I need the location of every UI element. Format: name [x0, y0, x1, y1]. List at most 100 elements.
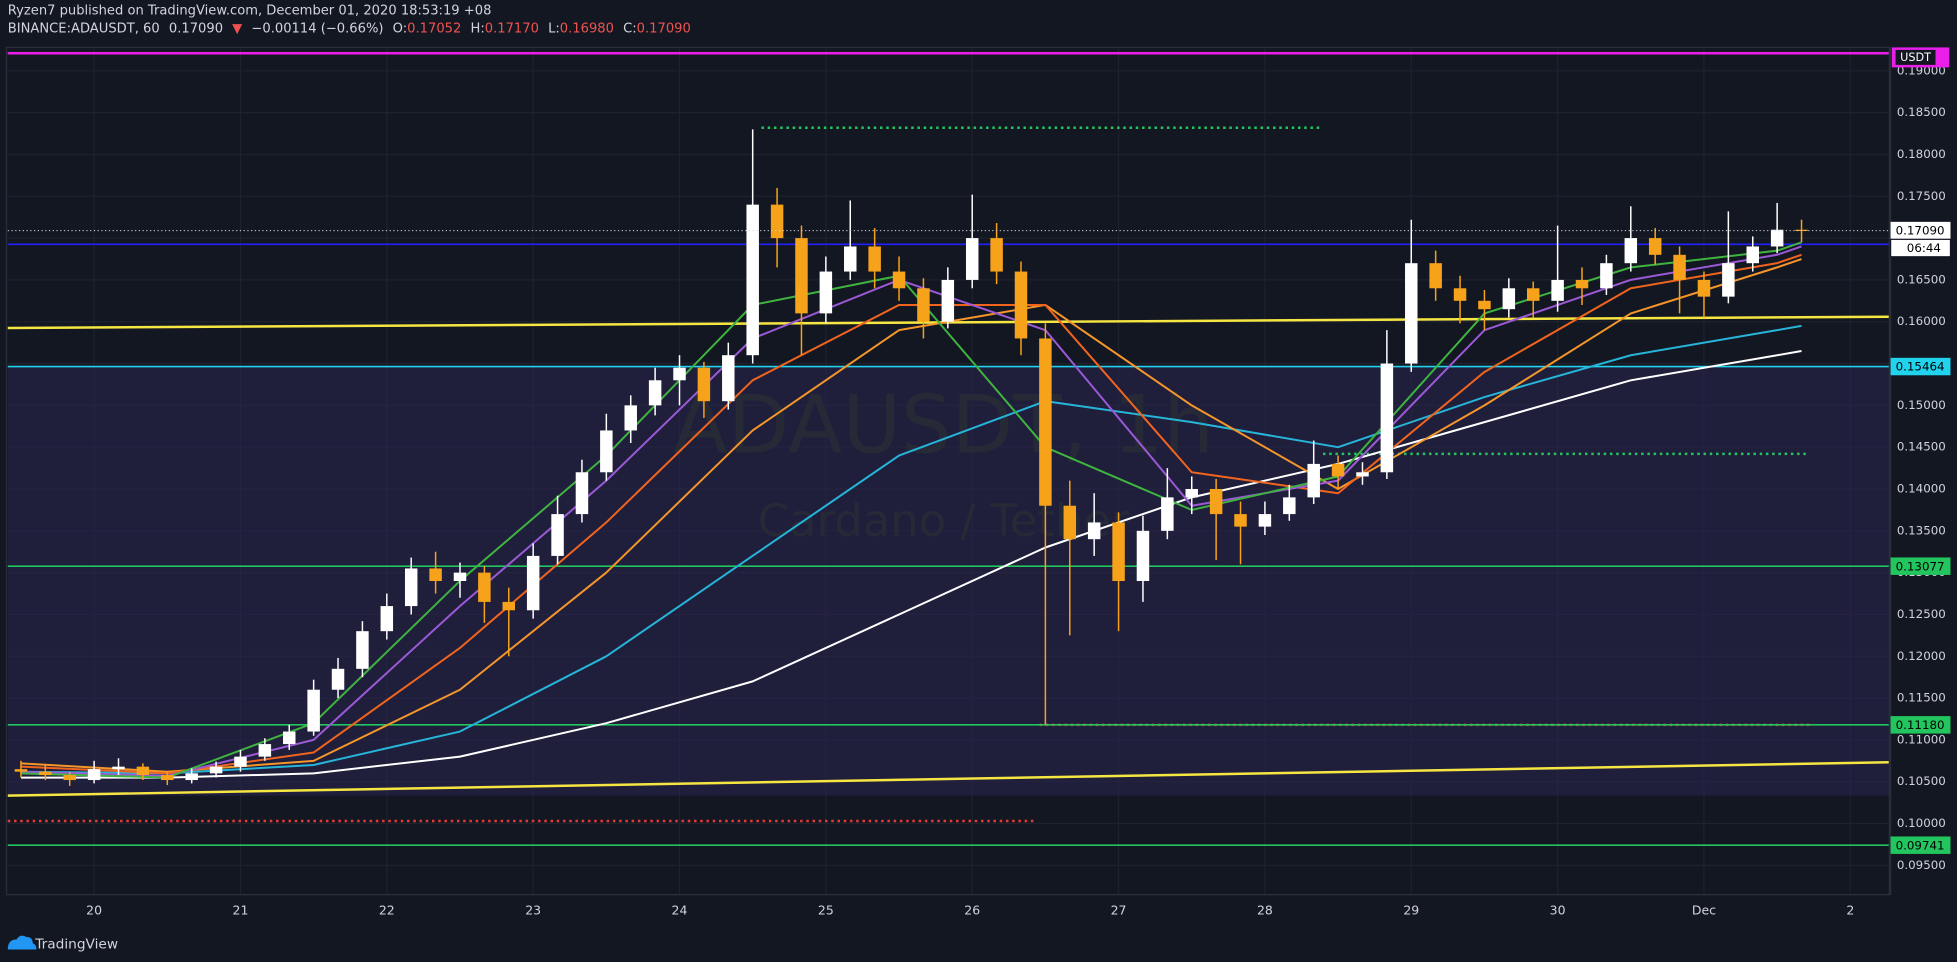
candle-body — [1283, 497, 1296, 515]
logo-icon — [7, 935, 37, 950]
trend-line — [7, 760, 1890, 797]
y-tick-label: 0.18000 — [1897, 147, 1946, 161]
ohlc-key: H: — [471, 21, 485, 36]
level-label-box — [1890, 357, 1951, 376]
symbol: BINANCE:ADAUSDT, 60 — [8, 21, 160, 36]
x-tick-label: Dec — [1692, 902, 1716, 917]
candle-body — [1600, 263, 1613, 289]
x-tick-label: 28 — [1257, 902, 1273, 917]
candle-body — [331, 668, 345, 690]
candle-body — [1136, 530, 1150, 581]
candle-body — [234, 756, 247, 767]
y-tick-label: 0.09500 — [1897, 858, 1946, 872]
moving-average — [20, 324, 1802, 775]
candle-body — [478, 572, 491, 602]
y-tick-label: 0.14000 — [1897, 481, 1946, 495]
y-tick-label: 0.12000 — [1897, 649, 1946, 663]
y-tick-label: 0.18500 — [1897, 105, 1946, 119]
candle-body — [1161, 497, 1174, 531]
y-tick-label: 0.17500 — [1897, 189, 1946, 203]
candle-body — [258, 744, 272, 757]
brand: TradingView — [34, 937, 118, 953]
candle-body — [868, 246, 881, 272]
y-tick-label: 0.11000 — [1897, 732, 1946, 746]
candle-body — [1502, 288, 1516, 310]
candle-body — [1453, 288, 1467, 301]
symbol-header: BINANCE:ADAUSDT, 60 0.17090 ▼ −0.00114 (… — [8, 21, 691, 36]
x-tick-label: 29 — [1403, 902, 1419, 917]
candle-body — [1648, 238, 1662, 255]
candle-body — [1746, 246, 1759, 264]
candle-body — [63, 775, 76, 781]
candle-body — [795, 238, 808, 314]
candle-body — [1380, 363, 1394, 473]
candle-body — [1356, 472, 1369, 477]
candle-body — [1722, 263, 1735, 297]
candle-body — [941, 279, 955, 322]
candle-body — [1526, 288, 1540, 301]
candle-body — [624, 405, 637, 431]
candle-body — [112, 766, 125, 770]
level-label: 0.15464 — [1896, 360, 1945, 374]
x-tick-label: 23 — [525, 902, 541, 917]
candle-body — [1307, 463, 1320, 498]
candle-body — [1039, 338, 1052, 506]
level-label-box — [1890, 716, 1951, 734]
current-price-label: 0.17090 — [1896, 224, 1945, 238]
moving-average — [20, 258, 1802, 773]
candle-body — [526, 555, 540, 611]
candle-body — [844, 246, 857, 272]
candle-body — [1185, 488, 1198, 498]
plot-border — [5, 46, 1892, 896]
direction: ▼ — [232, 21, 243, 36]
candle-body — [404, 568, 418, 607]
x-tick-label: 30 — [1550, 902, 1566, 917]
candle-body — [283, 731, 296, 745]
x-tick-label: 27 — [1111, 902, 1127, 917]
candle-body — [551, 514, 564, 556]
ohlc-key: L: — [548, 21, 560, 36]
ohlc-key: O: — [393, 21, 407, 36]
candle-body — [673, 367, 686, 381]
last-price: 0.17090 — [169, 21, 223, 36]
ohlc-value: 0.16980 — [560, 21, 614, 36]
candle-body — [965, 238, 979, 280]
ohlc-value: 0.17170 — [485, 21, 539, 36]
candle-body — [1624, 238, 1638, 264]
y-tick-label: 0.16500 — [1897, 272, 1946, 286]
y-tick-label: 0.14500 — [1897, 440, 1946, 454]
candle-body — [39, 771, 52, 776]
watermark: ADAUSDT, 1h — [673, 378, 1214, 471]
candle-body — [1112, 522, 1125, 581]
candle-body — [1770, 229, 1784, 247]
y-tick-label: 0.16000 — [1897, 314, 1946, 328]
candle-body — [990, 238, 1003, 272]
x-tick-label: 20 — [86, 902, 102, 917]
candle-body — [1697, 279, 1711, 297]
level-label-box — [1890, 557, 1951, 575]
candle-body — [429, 568, 442, 581]
plot-layer — [7, 52, 1890, 847]
candle-body — [770, 204, 784, 239]
candle-body — [819, 271, 833, 314]
axis-layer: 0.09500 0.10000 0.10500 0.11000 0.11500 0.120… — [86, 63, 1952, 917]
change: −0.00114 (−0.66%) — [251, 21, 383, 36]
candle-body — [14, 769, 28, 772]
candle-body — [502, 601, 516, 611]
candle-body — [1331, 463, 1345, 477]
candle-body — [917, 288, 930, 322]
candle-body — [746, 204, 759, 356]
candle-body — [161, 775, 174, 781]
candle-body — [600, 430, 613, 473]
ohlc-value: 0.17052 — [407, 21, 461, 36]
candle-body — [722, 355, 735, 402]
level-label: 0.11180 — [1896, 718, 1945, 732]
x-tick-label: 2 — [1846, 902, 1854, 917]
ohlc-key: C: — [623, 21, 637, 36]
y-tick-label: 0.10000 — [1897, 816, 1946, 830]
level-label: 0.13077 — [1896, 559, 1945, 573]
x-tick-label: 21 — [233, 902, 249, 917]
candle-body — [380, 606, 394, 632]
